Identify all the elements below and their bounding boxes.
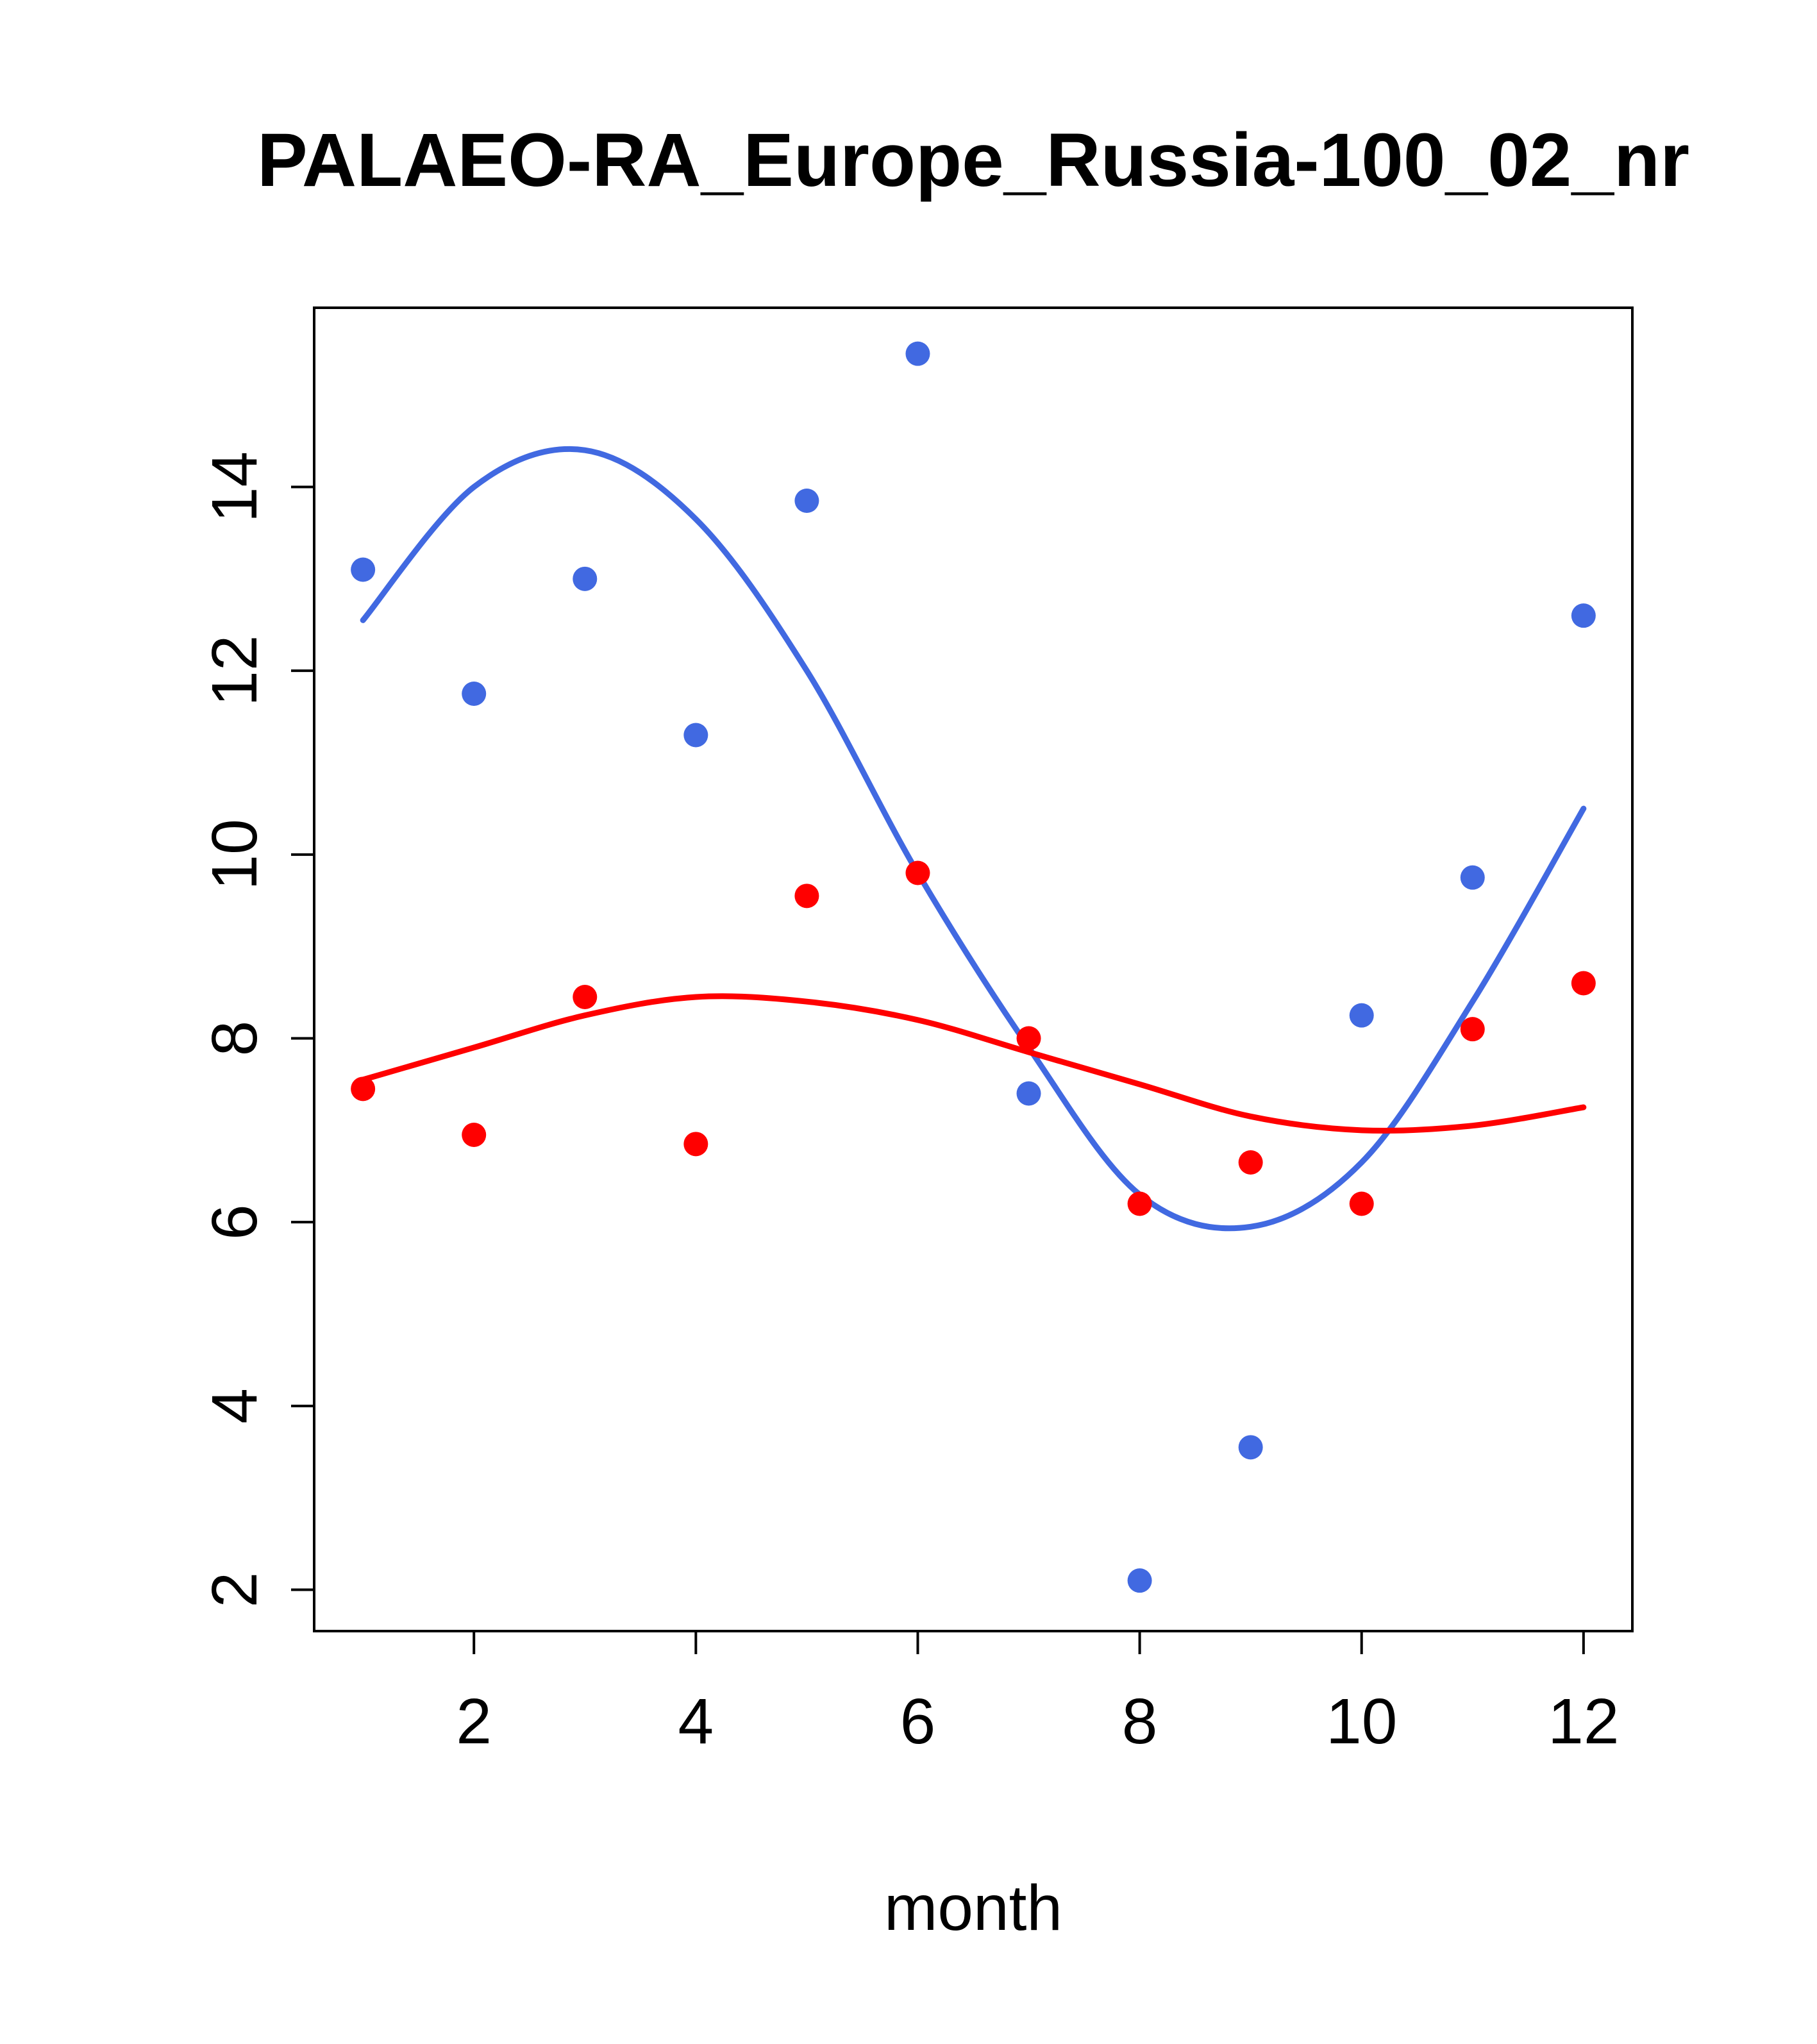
chart-title: PALAEO-RA_Europe_Russia-100_02_nr [257, 118, 1689, 203]
red-point [462, 1123, 487, 1147]
x-tick-label: 8 [1122, 1686, 1158, 1757]
x-axis-label: month [884, 1872, 1062, 1944]
blue-point [573, 566, 598, 591]
x-tick-label: 6 [900, 1686, 936, 1757]
red-point [1127, 1191, 1152, 1216]
blue-point [905, 341, 930, 366]
blue-point [462, 682, 487, 706]
plot-box [313, 306, 1634, 1632]
blue-point [794, 489, 819, 513]
y-tick-label: 10 [199, 819, 271, 890]
blue-point [683, 723, 708, 748]
blue-point [351, 557, 376, 582]
blue-smooth-line [360, 446, 1587, 1232]
red-point [1571, 971, 1596, 996]
red-point [351, 1076, 376, 1102]
red-point [1349, 1191, 1374, 1216]
x-tick-label: 4 [678, 1686, 714, 1757]
y-tick-label: 8 [199, 1021, 271, 1057]
y-tick-label: 2 [199, 1572, 271, 1608]
x-tick-label: 2 [456, 1686, 492, 1757]
smooth-lines [360, 446, 1587, 1232]
blue-point [1460, 865, 1485, 890]
red-point [573, 985, 598, 1009]
y-tick-label: 12 [199, 635, 271, 707]
data-points [351, 341, 1596, 1593]
blue-point [1016, 1081, 1041, 1106]
red-point [1460, 1017, 1485, 1042]
blue-point [1238, 1435, 1263, 1460]
blue-point [1127, 1568, 1152, 1593]
blue-point [1571, 603, 1596, 628]
x-tick-label: 10 [1326, 1686, 1397, 1757]
y-tick-label: 6 [199, 1204, 271, 1240]
red-point [683, 1132, 708, 1157]
red-smooth-line [360, 993, 1587, 1134]
y-tick-label: 14 [199, 451, 271, 523]
red-point [1238, 1150, 1263, 1175]
x-tick-label: 12 [1548, 1686, 1619, 1757]
axis-ticks: 2 4 6 8 10 12 2 4 6 8 10 12 14 [199, 451, 1619, 1757]
blue-point [1349, 1003, 1374, 1028]
red-point [905, 860, 930, 885]
red-point [1016, 1026, 1041, 1051]
red-point [794, 884, 819, 909]
y-tick-label: 4 [199, 1388, 271, 1424]
